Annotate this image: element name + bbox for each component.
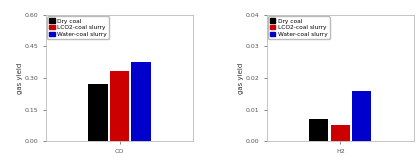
Bar bbox=[88, 84, 108, 141]
Bar bbox=[352, 91, 372, 141]
Legend: Dry coal, LCO2-coal slurry, Water-coal slurry: Dry coal, LCO2-coal slurry, Water-coal s… bbox=[268, 16, 329, 39]
Y-axis label: gas yield: gas yield bbox=[238, 62, 244, 94]
Bar bbox=[331, 125, 350, 141]
Legend: Dry coal, LCO2-coal slurry, Water-coal slurry: Dry coal, LCO2-coal slurry, Water-coal s… bbox=[47, 16, 109, 39]
Bar bbox=[131, 62, 151, 141]
Bar bbox=[309, 119, 329, 141]
Bar bbox=[110, 71, 129, 141]
Y-axis label: gas yield: gas yield bbox=[17, 62, 23, 94]
